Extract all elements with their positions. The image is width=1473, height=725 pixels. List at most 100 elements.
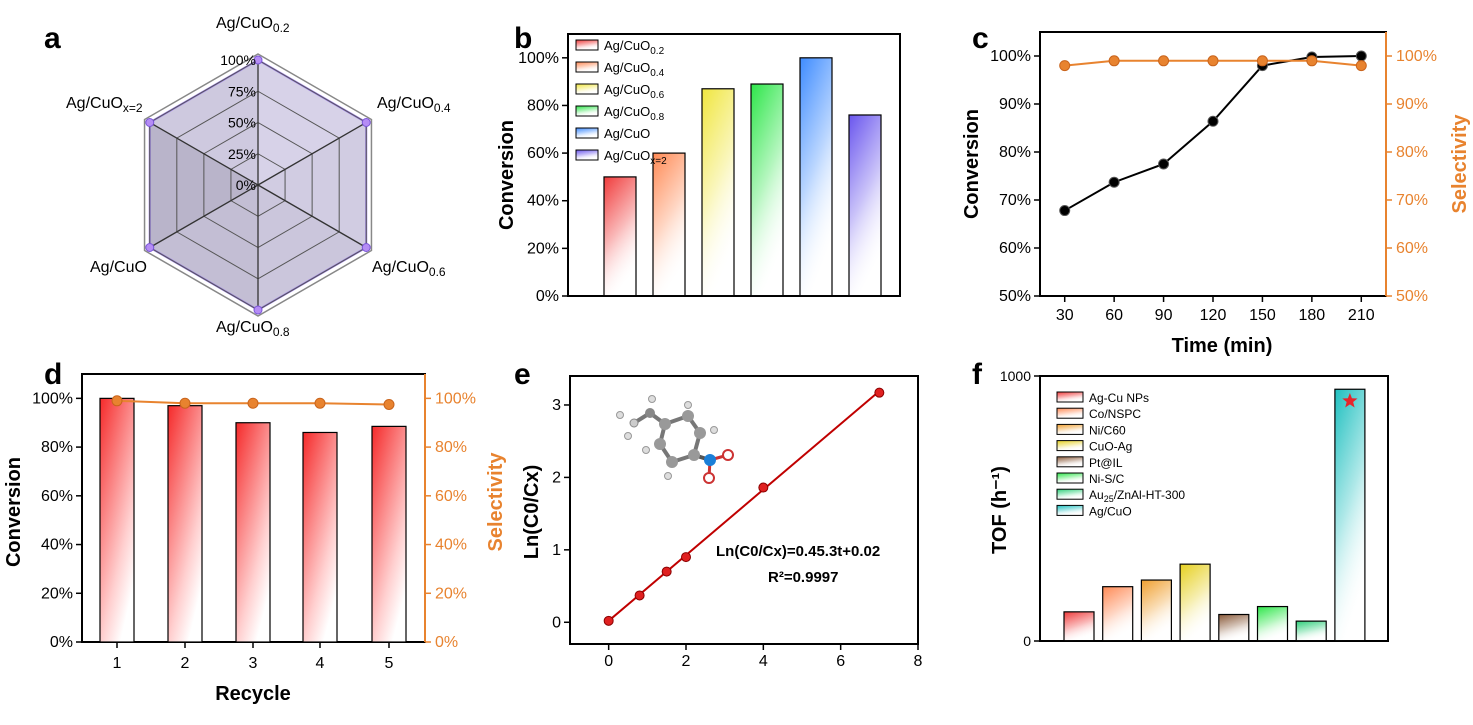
- series-point-selectivity: [1059, 60, 1071, 72]
- radar-axis-label: Ag/CuOx=2: [66, 95, 143, 115]
- y-axis-title-e: Ln(C0/Cx): [521, 465, 543, 559]
- series-point-selectivity: [1207, 55, 1219, 67]
- legend-swatch-b: [575, 149, 599, 161]
- panel-letter-f: f: [972, 358, 983, 391]
- series-point-conversion: [1207, 115, 1219, 127]
- radar-ring-label: 25%: [228, 146, 256, 162]
- bar-d: [235, 422, 271, 643]
- series-point-conversion: [1355, 50, 1367, 62]
- radar-point: [361, 118, 371, 127]
- y-tick-label-c: 90%: [999, 96, 1031, 113]
- legend-swatch-f: [1056, 407, 1084, 419]
- bar-f: [1063, 611, 1095, 642]
- radar-spoke: [257, 121, 367, 186]
- bar-b: [701, 88, 735, 297]
- legend-swatch-f: [1056, 504, 1084, 516]
- bar-f: [1334, 388, 1366, 642]
- x-tick-label-c: 180: [1299, 307, 1326, 324]
- radar-spoke: [257, 184, 367, 249]
- radar-point: [145, 243, 155, 252]
- radar-axis-label: Ag/CuO: [90, 259, 147, 276]
- data-point-e: [758, 482, 769, 493]
- radar-point: [253, 305, 263, 315]
- legend-swatch-b: [575, 83, 599, 95]
- star-icon: [1342, 393, 1358, 408]
- y-tick-label-c: 100%: [990, 48, 1031, 65]
- y-tick-label-d: 60%: [41, 488, 73, 505]
- selectivity-point-d: [111, 395, 123, 407]
- plot-frame-c: [1039, 31, 1387, 297]
- legend-swatch-f: [1056, 391, 1084, 403]
- radar-spoke: [149, 121, 259, 186]
- y-tick-label-right-c: 100%: [1396, 48, 1437, 65]
- y-tick-label-b: 20%: [527, 240, 559, 257]
- y-tick-label-right-d: 20%: [435, 585, 467, 602]
- x-tick-label-e: 4: [759, 653, 768, 670]
- legend-swatch-f: [1056, 456, 1084, 468]
- legend-label-b: Ag/CuO0.8: [604, 104, 665, 123]
- radar-axis-label: Ag/CuO0.6: [372, 259, 446, 279]
- y-tick-label-right-d: 100%: [435, 390, 476, 407]
- y-axis-title-b: Conversion: [496, 120, 518, 230]
- x-tick-label-c: 210: [1348, 307, 1375, 324]
- data-point-e: [661, 566, 672, 577]
- data-point-e: [874, 387, 885, 398]
- y-tick-label-f: 0: [1023, 633, 1031, 649]
- legend-swatch-f: [1056, 423, 1084, 435]
- scatter-chart-e: Ln(C0/Cx): [521, 375, 923, 670]
- series-point-conversion: [1059, 205, 1071, 217]
- x-tick-label-c: 60: [1105, 307, 1123, 324]
- radar-ring-label: 75%: [228, 83, 256, 99]
- radar-point: [361, 243, 371, 252]
- series-point-selectivity: [1158, 55, 1170, 67]
- plot-frame-e: [569, 375, 919, 645]
- y-tick-label-c: 50%: [999, 288, 1031, 305]
- molecule-illustration: [616, 395, 734, 484]
- fit-r-squared: R²=0.9997: [768, 569, 838, 586]
- legend-label-f: Ag/CuO: [1089, 504, 1132, 518]
- legend-label-b: Ag/CuOx=2: [604, 148, 667, 167]
- y-tick-label-c: 70%: [999, 192, 1031, 209]
- fit-line: [608, 390, 880, 622]
- x-tick-label-c: 90: [1155, 307, 1173, 324]
- bar-b: [848, 114, 882, 297]
- bar-d: [371, 425, 407, 643]
- series-point-selectivity: [1256, 55, 1268, 67]
- y-tick-label-right-c: 70%: [1396, 192, 1428, 209]
- legend-label-b: Ag/CuO0.6: [604, 82, 665, 101]
- legend-label-f: Au25/ZnAl-HT-300: [1089, 488, 1185, 504]
- radar-axis-label: Ag/CuO0.2: [216, 15, 290, 35]
- data-point-e: [634, 590, 645, 601]
- x-tick-label-e: 0: [604, 653, 613, 670]
- legend-swatch-b: [575, 61, 599, 73]
- bar-f: [1102, 586, 1134, 642]
- y-tick-label-right-d: 40%: [435, 537, 467, 554]
- legend-label-b: Ag/CuO0.2: [604, 38, 665, 57]
- bar-d: [302, 431, 338, 643]
- y-tick-label-d: 0%: [50, 634, 73, 651]
- y-axis-title-right-c: Selectivity: [1449, 114, 1471, 214]
- y-tick-label-b: 40%: [527, 193, 559, 210]
- selectivity-point-d: [314, 397, 326, 409]
- legend-swatch-f: [1056, 488, 1084, 500]
- y-tick-label-e: 1: [552, 542, 561, 559]
- radar-chart-a: 0% 25% 50% 75% 100% Ag/CuO0.2 Ag/CuO0.4 Ag/CuO0…: [66, 15, 451, 339]
- series-point-conversion: [1108, 176, 1120, 188]
- y-tick-label-b: 60%: [527, 145, 559, 162]
- x-tick-label-c: 30: [1056, 307, 1074, 324]
- x-tick-label-d: 1: [113, 655, 122, 672]
- x-tick-label-c: 120: [1200, 307, 1227, 324]
- y-tick-label-e: 3: [552, 397, 561, 414]
- y-tick-label-b: 80%: [527, 97, 559, 114]
- y-tick-label-d: 40%: [41, 537, 73, 554]
- legend-swatch-b: [575, 39, 599, 51]
- y-tick-label-c: 80%: [999, 144, 1031, 161]
- bar-d: [99, 397, 135, 643]
- selectivity-point-d: [179, 397, 191, 409]
- x-axis-title-c: Time (min): [1172, 335, 1273, 357]
- legend-label-f: Ag-Cu NPs: [1089, 391, 1149, 405]
- y-tick-label-c: 60%: [999, 240, 1031, 257]
- selectivity-point-d: [383, 398, 395, 410]
- legend-label-b: Ag/CuO: [604, 126, 650, 141]
- legend-label-f: Pt@IL: [1089, 456, 1123, 470]
